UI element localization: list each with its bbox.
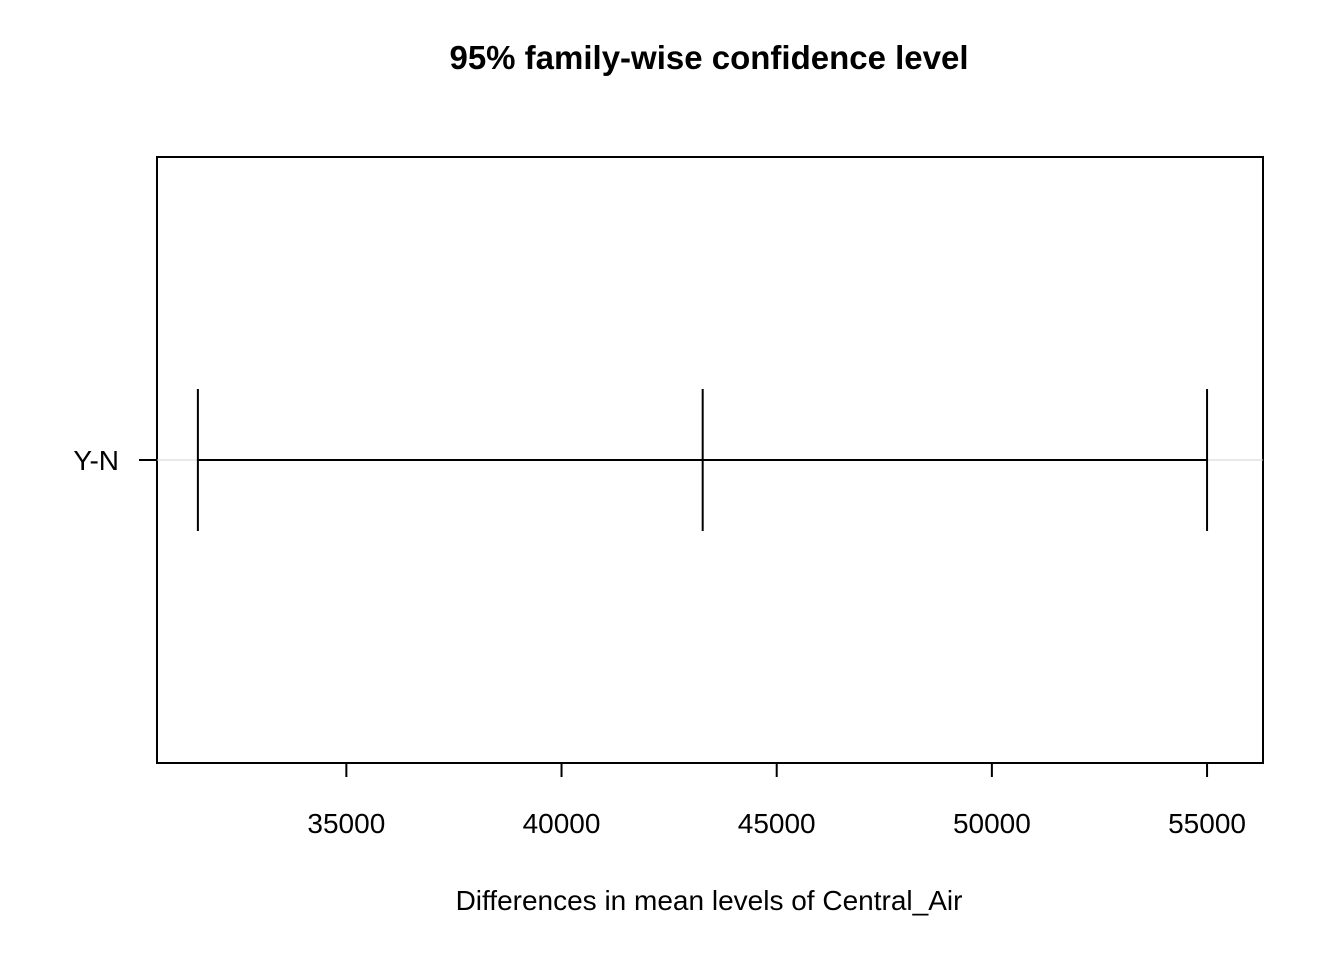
y-axis: Y-N — [73, 445, 157, 476]
chart-title: 95% family-wise confidence level — [449, 39, 968, 76]
y-tick-label: Y-N — [73, 445, 119, 476]
x-tick-label: 35000 — [307, 808, 385, 839]
x-tick-label: 40000 — [523, 808, 601, 839]
x-tick-label: 50000 — [953, 808, 1031, 839]
x-axis-label: Differences in mean levels of Central_Ai… — [456, 885, 963, 916]
confidence-intervals — [157, 389, 1263, 531]
x-axis: 35000 40000 45000 50000 55000 — [307, 763, 1246, 839]
x-tick-label: 45000 — [738, 808, 816, 839]
x-tick-label: 55000 — [1168, 808, 1246, 839]
